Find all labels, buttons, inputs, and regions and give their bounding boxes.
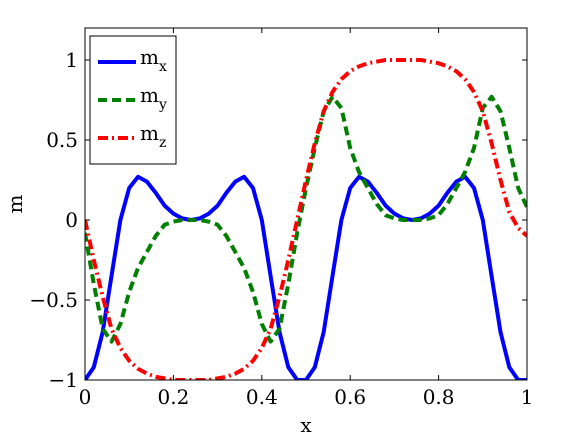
x-tick-label: 1 bbox=[521, 385, 534, 409]
legend-label-z: mz bbox=[140, 121, 166, 151]
y-axis-label: m bbox=[3, 194, 27, 213]
series-layer bbox=[85, 58, 527, 380]
series-line-y bbox=[85, 94, 527, 344]
x-tick-label: 0.4 bbox=[246, 385, 278, 409]
x-tick-label: 0 bbox=[79, 385, 92, 409]
x-tick-label: 0.6 bbox=[334, 385, 366, 409]
series-line-x bbox=[85, 174, 527, 380]
y-tick-label: 0 bbox=[65, 208, 78, 232]
legend-label-x: mx bbox=[140, 45, 167, 75]
x-axis-label: x bbox=[300, 413, 312, 437]
y-tick-label: 0.5 bbox=[46, 128, 78, 152]
plot-frame bbox=[84, 27, 528, 381]
y-tick-label: −1 bbox=[49, 368, 78, 392]
y-tick-label: 1 bbox=[65, 48, 78, 72]
x-tick-label: 0.8 bbox=[423, 385, 455, 409]
x-tick-label: 0.2 bbox=[157, 385, 189, 409]
ticks-layer: 0 0.2 0.4 0.6 0.8 1 −1 −0.5 0 0.5 1 bbox=[29, 28, 533, 409]
y-tick-label: −0.5 bbox=[29, 288, 78, 312]
series-line-z bbox=[85, 58, 527, 380]
legend-label-y: my bbox=[140, 83, 167, 113]
legend: mx my mz bbox=[89, 35, 177, 165]
